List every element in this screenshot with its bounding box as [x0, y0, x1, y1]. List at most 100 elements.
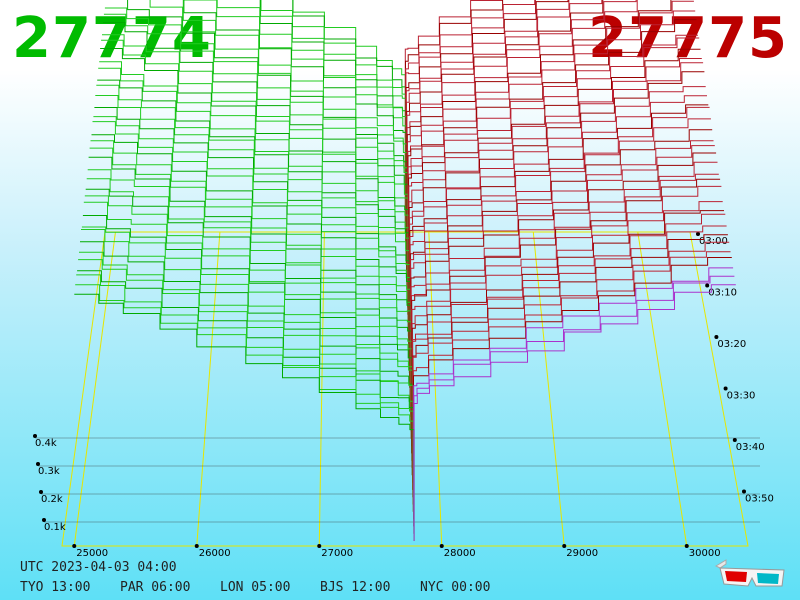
ask-depth-line [413, 284, 736, 541]
anaglyph-3d-glasses-icon[interactable] [712, 556, 792, 592]
ask-depth-line [408, 58, 702, 352]
ask-depth-line [409, 95, 707, 381]
ask-depth-line [411, 173, 719, 447]
ask-depth-line [406, 0, 672, 300]
price-tick-label: 25000 [76, 548, 108, 559]
ask-depth-line [408, 71, 705, 366]
bid-depth-line [87, 169, 412, 439]
ask-depth-line [404, 0, 503, 227]
ask-depth-line [406, 0, 638, 293]
ask-depth-line [407, 19, 697, 322]
price-tick-label: 29000 [566, 548, 598, 559]
ask-depth-line [411, 185, 722, 461]
ask-depth-line [408, 62, 704, 359]
ask-depth-line [405, 0, 570, 264]
ask-depth-line [406, 0, 603, 271]
ask-depth-line [407, 0, 694, 308]
ask-depth-line [412, 213, 726, 483]
price-tick-dot [317, 544, 322, 548]
price-gridline [532, 231, 565, 547]
time-tick-label: 03:20 [717, 339, 746, 350]
bid-depth-line [79, 251, 414, 505]
time-tick-dot [732, 438, 737, 442]
bid-depth-line [84, 195, 413, 461]
bjs-clock: BJS 12:00 [320, 580, 391, 595]
ask-depth-line [405, 0, 536, 249]
nyc-clock: NYC 00:00 [420, 580, 491, 595]
ask-depth-line [409, 129, 713, 410]
volume-tick-label: 0.3k [38, 466, 60, 477]
ask-depth-line [406, 0, 637, 286]
ask-depth-line [412, 241, 730, 505]
bid-depth-line [184, 0, 407, 271]
ask-depth-line [410, 161, 718, 439]
bid-depth-line [89, 147, 412, 425]
time-tick-label: 03:10 [708, 288, 737, 299]
ask-depth-line [410, 152, 717, 432]
time-tick-label: 03:40 [736, 442, 765, 453]
price-tick-dot [194, 544, 199, 548]
ask-depth-line [408, 48, 701, 344]
price-tick-label: 26000 [199, 548, 231, 559]
ask-depth-line [405, 0, 569, 257]
ask-depth-line [411, 201, 723, 468]
time-tick-dot [723, 386, 728, 391]
ask-depth-line [409, 118, 711, 403]
ask-depth-line [407, 10, 696, 315]
price-tick-dot [684, 544, 689, 548]
ask-depth-line [412, 234, 728, 498]
ask-depth-line [405, 0, 504, 235]
time-tick-label: 03:00 [699, 236, 728, 247]
volume-tick-label: 0.2k [41, 494, 63, 505]
bid-depth-line [78, 259, 414, 512]
price-gridline [637, 231, 688, 547]
lon-clock: LON 05:00 [220, 580, 291, 595]
bid-depth-line [104, 7, 408, 308]
ask-depth-line [410, 140, 714, 417]
time-tick-dot [714, 335, 719, 339]
ask-depth-line [413, 257, 732, 520]
price-tick-dot [562, 544, 567, 548]
utc-clock: UTC 2023-04-03 04:00 [20, 560, 177, 575]
ask-depth-line [405, 0, 536, 242]
ask-depth-line [406, 0, 604, 279]
bid-depth-line [76, 274, 415, 527]
ask-depth-line [411, 210, 724, 476]
bid-depth-line [127, 0, 408, 300]
price-tick-label: 28000 [444, 548, 476, 559]
bid-depth-line [97, 79, 410, 366]
volume-tick-dot [42, 518, 46, 522]
volume-tick-dot [36, 462, 40, 466]
bid-depth-line [83, 201, 413, 468]
ask-depth-line [413, 267, 734, 527]
time-tick-dot [742, 489, 746, 494]
price-tick-dot [439, 544, 444, 548]
ask-depth-line [412, 225, 727, 490]
par-clock: PAR 06:00 [120, 580, 191, 595]
price-gridline [428, 231, 443, 547]
time-tick-dot [705, 283, 710, 288]
price-tick-dot [72, 544, 77, 548]
volume-tick-label: 0.1k [44, 522, 66, 533]
ask-depth-line [410, 145, 715, 425]
price-tick-label: 27000 [321, 548, 353, 559]
price-gridline [73, 231, 116, 547]
ask-depth-line [411, 178, 721, 454]
ask-depth-line [407, 37, 700, 337]
time-tick-label: 03:50 [745, 494, 774, 505]
price-tick-label: 30000 [689, 548, 721, 559]
ask-depth-line [408, 86, 706, 373]
volume-tick-dot [33, 434, 37, 438]
volume-tick-label: 0.4k [35, 438, 57, 449]
ask-depth-line [407, 34, 698, 330]
tyo-clock: TYO 13:00 [20, 580, 91, 595]
bid-depth-line [82, 215, 413, 476]
volume-tick-dot [39, 490, 43, 494]
ask-depth-line [409, 106, 710, 395]
bid-depth-line [86, 178, 412, 447]
ask-depth-line [409, 104, 709, 388]
bid-depth-line [74, 293, 415, 541]
time-tick-dot [696, 232, 700, 236]
time-tick-label: 03:30 [727, 391, 756, 402]
